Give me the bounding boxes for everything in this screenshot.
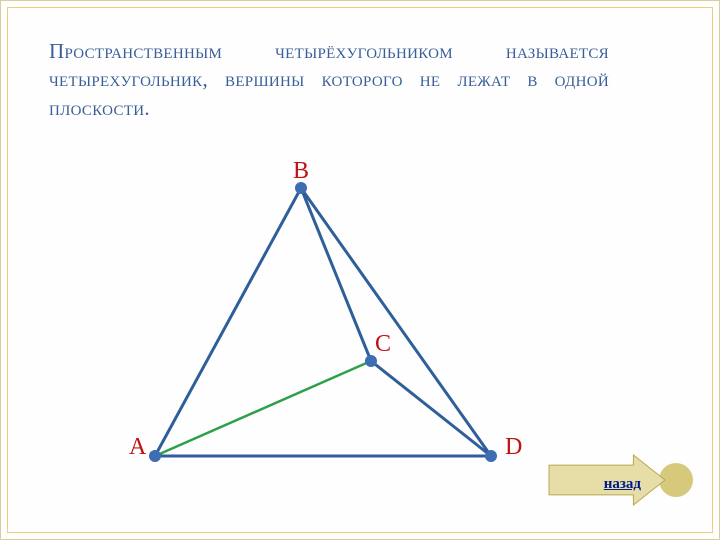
vertex-label-C: C (375, 331, 391, 358)
vertex-label-A: A (129, 434, 146, 461)
vertex-A (149, 450, 161, 462)
edge-A-C (155, 361, 371, 456)
back-link[interactable]: назад (604, 476, 641, 493)
edge-C-D (371, 361, 491, 456)
edge-A-B (155, 188, 301, 456)
vertex-D (485, 450, 497, 462)
vertex-label-D: D (505, 434, 522, 461)
vertex-label-B: B (293, 158, 309, 185)
edge-B-D (301, 188, 491, 456)
